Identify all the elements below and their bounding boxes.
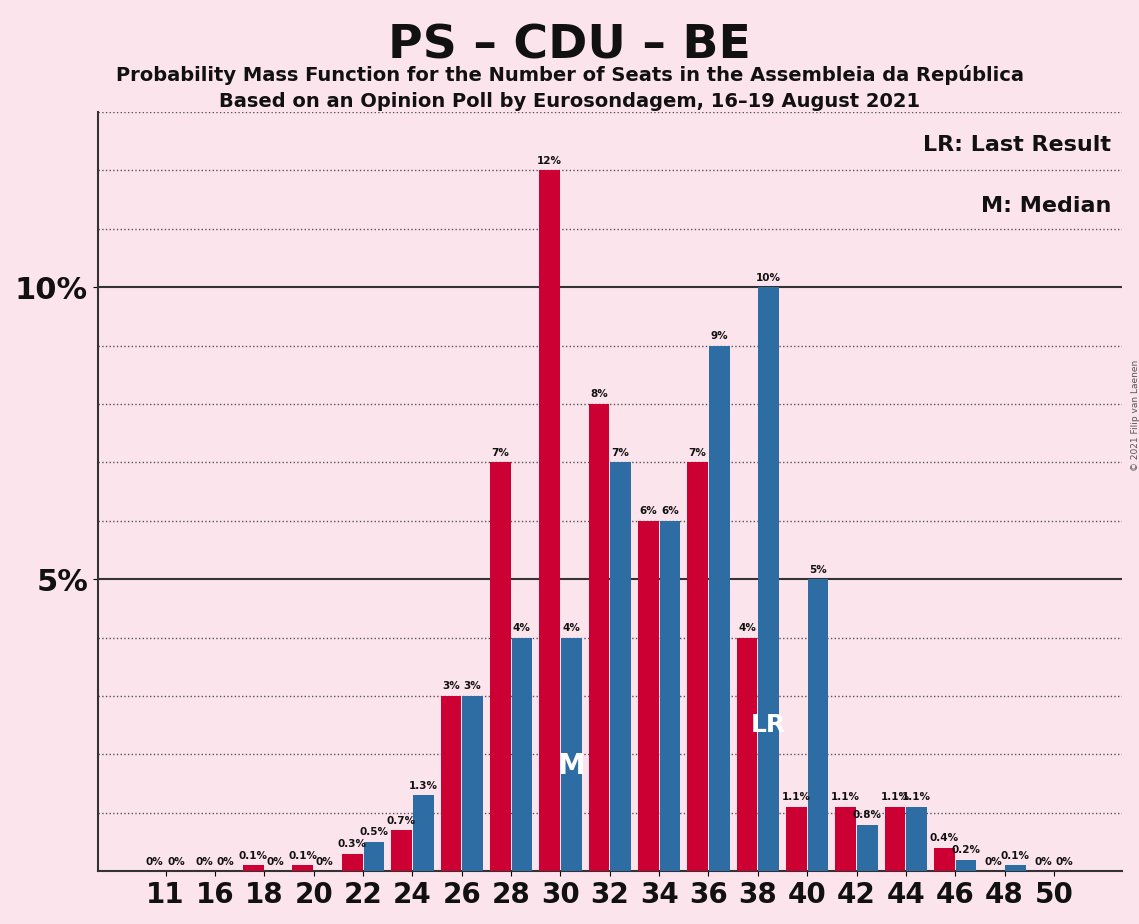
Text: 0.8%: 0.8%: [853, 809, 882, 820]
Text: 0%: 0%: [195, 857, 213, 867]
Bar: [857, 824, 878, 871]
Bar: [708, 346, 730, 871]
Text: 1.1%: 1.1%: [902, 793, 932, 802]
Bar: [956, 859, 976, 871]
Text: LR: Last Result: LR: Last Result: [924, 135, 1112, 155]
Bar: [412, 796, 434, 871]
Text: 0.3%: 0.3%: [337, 839, 367, 849]
Text: LR: LR: [751, 713, 786, 737]
Bar: [611, 462, 631, 871]
Text: 9%: 9%: [711, 331, 728, 341]
Bar: [560, 638, 582, 871]
Text: 7%: 7%: [491, 448, 509, 457]
Bar: [589, 404, 609, 871]
Text: 0%: 0%: [216, 857, 235, 867]
Text: 0.5%: 0.5%: [360, 827, 388, 837]
Bar: [907, 807, 927, 871]
Text: 0%: 0%: [146, 857, 164, 867]
Text: 4%: 4%: [738, 623, 756, 633]
Text: M: M: [557, 752, 585, 780]
Bar: [808, 579, 828, 871]
Bar: [462, 696, 483, 871]
Text: 4%: 4%: [563, 623, 580, 633]
Text: PS – CDU – BE: PS – CDU – BE: [388, 23, 751, 68]
Text: 0.4%: 0.4%: [929, 833, 959, 844]
Text: 0.2%: 0.2%: [951, 845, 981, 855]
Text: 0.1%: 0.1%: [288, 851, 318, 861]
Text: 1.1%: 1.1%: [781, 793, 811, 802]
Text: 6%: 6%: [639, 506, 657, 517]
Text: 1.1%: 1.1%: [880, 793, 910, 802]
Text: 1.3%: 1.3%: [409, 781, 437, 791]
Text: 5%: 5%: [809, 565, 827, 575]
Bar: [885, 807, 906, 871]
Bar: [490, 462, 510, 871]
Bar: [342, 854, 362, 871]
Text: M: Median: M: Median: [981, 196, 1112, 215]
Bar: [934, 848, 954, 871]
Text: 0%: 0%: [1034, 857, 1052, 867]
Text: 4%: 4%: [513, 623, 531, 633]
Text: 10%: 10%: [756, 273, 781, 283]
Bar: [835, 807, 857, 871]
Bar: [539, 170, 560, 871]
Text: © 2021 Filip van Laenen: © 2021 Filip van Laenen: [1131, 360, 1139, 471]
Bar: [243, 866, 264, 871]
Text: 0.1%: 0.1%: [239, 851, 268, 861]
Text: 0%: 0%: [1056, 857, 1074, 867]
Bar: [659, 521, 680, 871]
Text: 0%: 0%: [985, 857, 1002, 867]
Bar: [391, 831, 412, 871]
Bar: [363, 842, 384, 871]
Bar: [759, 287, 779, 871]
Text: 0.7%: 0.7%: [387, 816, 416, 826]
Text: 0%: 0%: [167, 857, 186, 867]
Text: 0.1%: 0.1%: [1001, 851, 1030, 861]
Bar: [737, 638, 757, 871]
Text: 7%: 7%: [612, 448, 630, 457]
Bar: [638, 521, 658, 871]
Bar: [687, 462, 708, 871]
Text: 3%: 3%: [464, 681, 482, 691]
Bar: [1005, 866, 1026, 871]
Text: Probability Mass Function for the Number of Seats in the Assembleia da República: Probability Mass Function for the Number…: [115, 65, 1024, 85]
Text: 7%: 7%: [689, 448, 706, 457]
Text: 0%: 0%: [267, 857, 284, 867]
Text: 3%: 3%: [442, 681, 460, 691]
Text: 8%: 8%: [590, 389, 608, 399]
Text: 1.1%: 1.1%: [831, 793, 860, 802]
Text: 0%: 0%: [316, 857, 334, 867]
Bar: [441, 696, 461, 871]
Text: 6%: 6%: [661, 506, 679, 517]
Bar: [511, 638, 532, 871]
Bar: [293, 866, 313, 871]
Text: Based on an Opinion Poll by Eurosondagem, 16–19 August 2021: Based on an Opinion Poll by Eurosondagem…: [219, 92, 920, 112]
Bar: [786, 807, 806, 871]
Text: 12%: 12%: [538, 156, 562, 165]
